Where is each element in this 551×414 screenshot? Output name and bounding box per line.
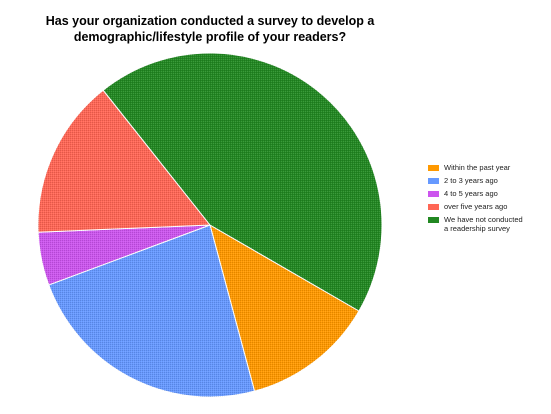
legend-label-2-to-3-years: 2 to 3 years ago — [444, 176, 498, 185]
pie-slice-no-survey-texture — [103, 52, 383, 311]
legend-swatch-over-five-years — [428, 204, 439, 210]
legend-label-within-past-year: Within the past year — [444, 163, 511, 172]
chart-legend: Within the past year 2 to 3 years ago 4 … — [428, 163, 548, 237]
legend-swatch-2-to-3-years — [428, 178, 439, 184]
pie-slice-over-five-years-texture — [37, 90, 210, 233]
legend-label-no-survey: We have not conducted a readership surve… — [444, 215, 523, 233]
legend-label-4-to-5-years: 4 to 5 years ago — [444, 189, 498, 198]
pie-slice-2-to-3-years-texture — [48, 225, 255, 398]
legend-swatch-within-past-year — [428, 165, 439, 171]
chart-title: Has your organization conducted a survey… — [0, 13, 420, 45]
pie-slice-4-to-5-years-texture — [38, 225, 211, 285]
legend-item-4-to-5-years: 4 to 5 years ago — [428, 189, 548, 198]
pie-slice-within-past-year-texture — [210, 225, 359, 392]
legend-item-within-past-year: Within the past year — [428, 163, 548, 172]
chart-title-line-2: demographic/lifestyle profile of your re… — [73, 30, 347, 44]
legend-swatch-4-to-5-years — [428, 191, 439, 197]
legend-item-2-to-3-years: 2 to 3 years ago — [428, 176, 548, 185]
legend-item-no-survey: We have not conducted a readership surve… — [428, 215, 548, 233]
legend-swatch-no-survey — [428, 217, 439, 223]
legend-label-over-five-years: over five years ago — [444, 202, 508, 211]
legend-item-over-five-years: over five years ago — [428, 202, 548, 211]
chart-title-line-1: Has your organization conducted a survey… — [45, 14, 375, 28]
